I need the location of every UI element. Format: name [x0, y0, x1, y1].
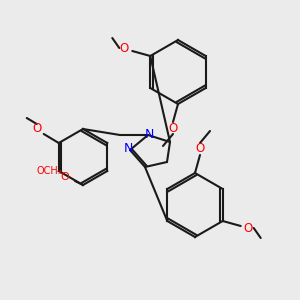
Text: O: O — [168, 122, 178, 136]
Text: N: N — [123, 142, 133, 154]
Text: O: O — [243, 221, 252, 235]
Text: O: O — [120, 41, 129, 55]
Text: O: O — [195, 142, 205, 154]
Text: N: N — [144, 128, 154, 142]
Text: O: O — [61, 172, 69, 182]
Text: O: O — [32, 122, 41, 134]
Text: OCH₃: OCH₃ — [36, 166, 62, 176]
